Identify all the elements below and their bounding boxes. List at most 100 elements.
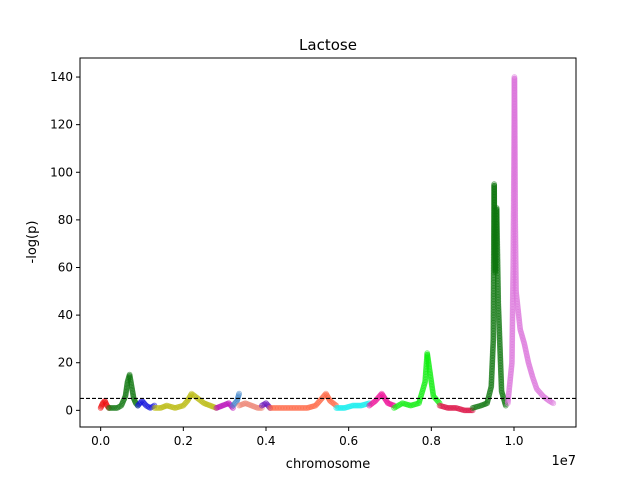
data-point [489,367,495,374]
data-point [509,348,515,355]
data-point [512,140,518,147]
data-point [498,378,505,385]
data-point [512,216,519,223]
data-point [512,182,518,188]
data-point [512,251,519,258]
data-point [490,331,497,338]
data-point [512,234,519,241]
data-point [490,343,496,350]
data-point [490,332,497,339]
y-tick-label: 120 [50,118,73,132]
data-point [490,323,497,330]
data-point [282,405,289,411]
data-point [512,209,519,215]
data-point [495,293,502,300]
data-point [509,342,516,349]
data-point [498,385,505,392]
data-point [509,321,516,328]
data-point [511,123,518,130]
data-point [512,247,519,253]
data-point [496,339,503,346]
data-point [488,380,495,387]
y-tick-label: 140 [50,70,73,84]
data-point [509,331,516,338]
data-point [511,101,518,107]
data-point [512,239,519,245]
data-point [511,82,518,88]
data-point [495,316,502,322]
data-point [509,337,516,344]
data-point [490,340,497,347]
y-tick-label: 60 [58,260,73,274]
data-point [490,299,497,306]
data-point [497,353,504,360]
data-point [495,286,501,292]
data-point [509,326,516,333]
data-point [512,255,519,261]
data-point [495,279,501,286]
data-point [512,253,519,260]
data-point [511,96,518,103]
data-point [497,361,504,368]
data-point [509,320,516,326]
data-point [512,196,519,203]
data-point [512,228,519,234]
data-point [512,272,519,279]
data-point [512,224,519,231]
data-point [153,405,159,411]
data-point [497,363,504,370]
data-point [511,112,518,119]
data-point [512,167,518,174]
data-point [496,336,503,343]
data-point [511,136,518,142]
data-point [489,364,495,371]
data-point [490,316,497,323]
data-point [495,303,502,310]
data-point [509,324,516,331]
data-point [496,320,502,327]
data-point [511,83,518,90]
data-point [494,244,501,251]
data-point [512,147,518,153]
data-point [509,312,516,319]
data-point [278,405,284,411]
data-point [496,334,503,341]
data-point [494,224,500,230]
data-point [287,405,294,411]
data-point [512,142,518,149]
data-point [512,236,519,242]
data-point [509,329,516,336]
data-point [494,273,501,280]
data-point [489,362,496,369]
data-point [512,153,518,160]
data-point [512,137,518,144]
data-point [512,229,519,236]
data-point [496,338,503,344]
data-point [490,320,497,326]
data-point [273,405,280,411]
data-point [512,237,519,244]
data-point [494,236,501,243]
data-point [512,183,518,190]
data-point [489,358,496,365]
data-point [512,166,518,172]
data-point [488,369,495,376]
data-point [511,107,518,114]
data-point [512,212,519,219]
data-point [491,187,498,194]
data-point [494,241,501,248]
data-point [512,199,519,206]
data-point [494,222,500,229]
data-point [512,232,519,239]
data-point [511,74,518,80]
data-point [496,319,502,325]
x-axis-ticks: 0.0 0.2 0.4 0.6 0.8 1.0 [91,427,524,448]
data-point [512,177,518,184]
data-point [491,181,498,188]
data-point [512,163,518,169]
data-point [498,377,505,384]
data-point [512,197,519,204]
data-point [509,350,515,357]
data-point [495,309,502,316]
